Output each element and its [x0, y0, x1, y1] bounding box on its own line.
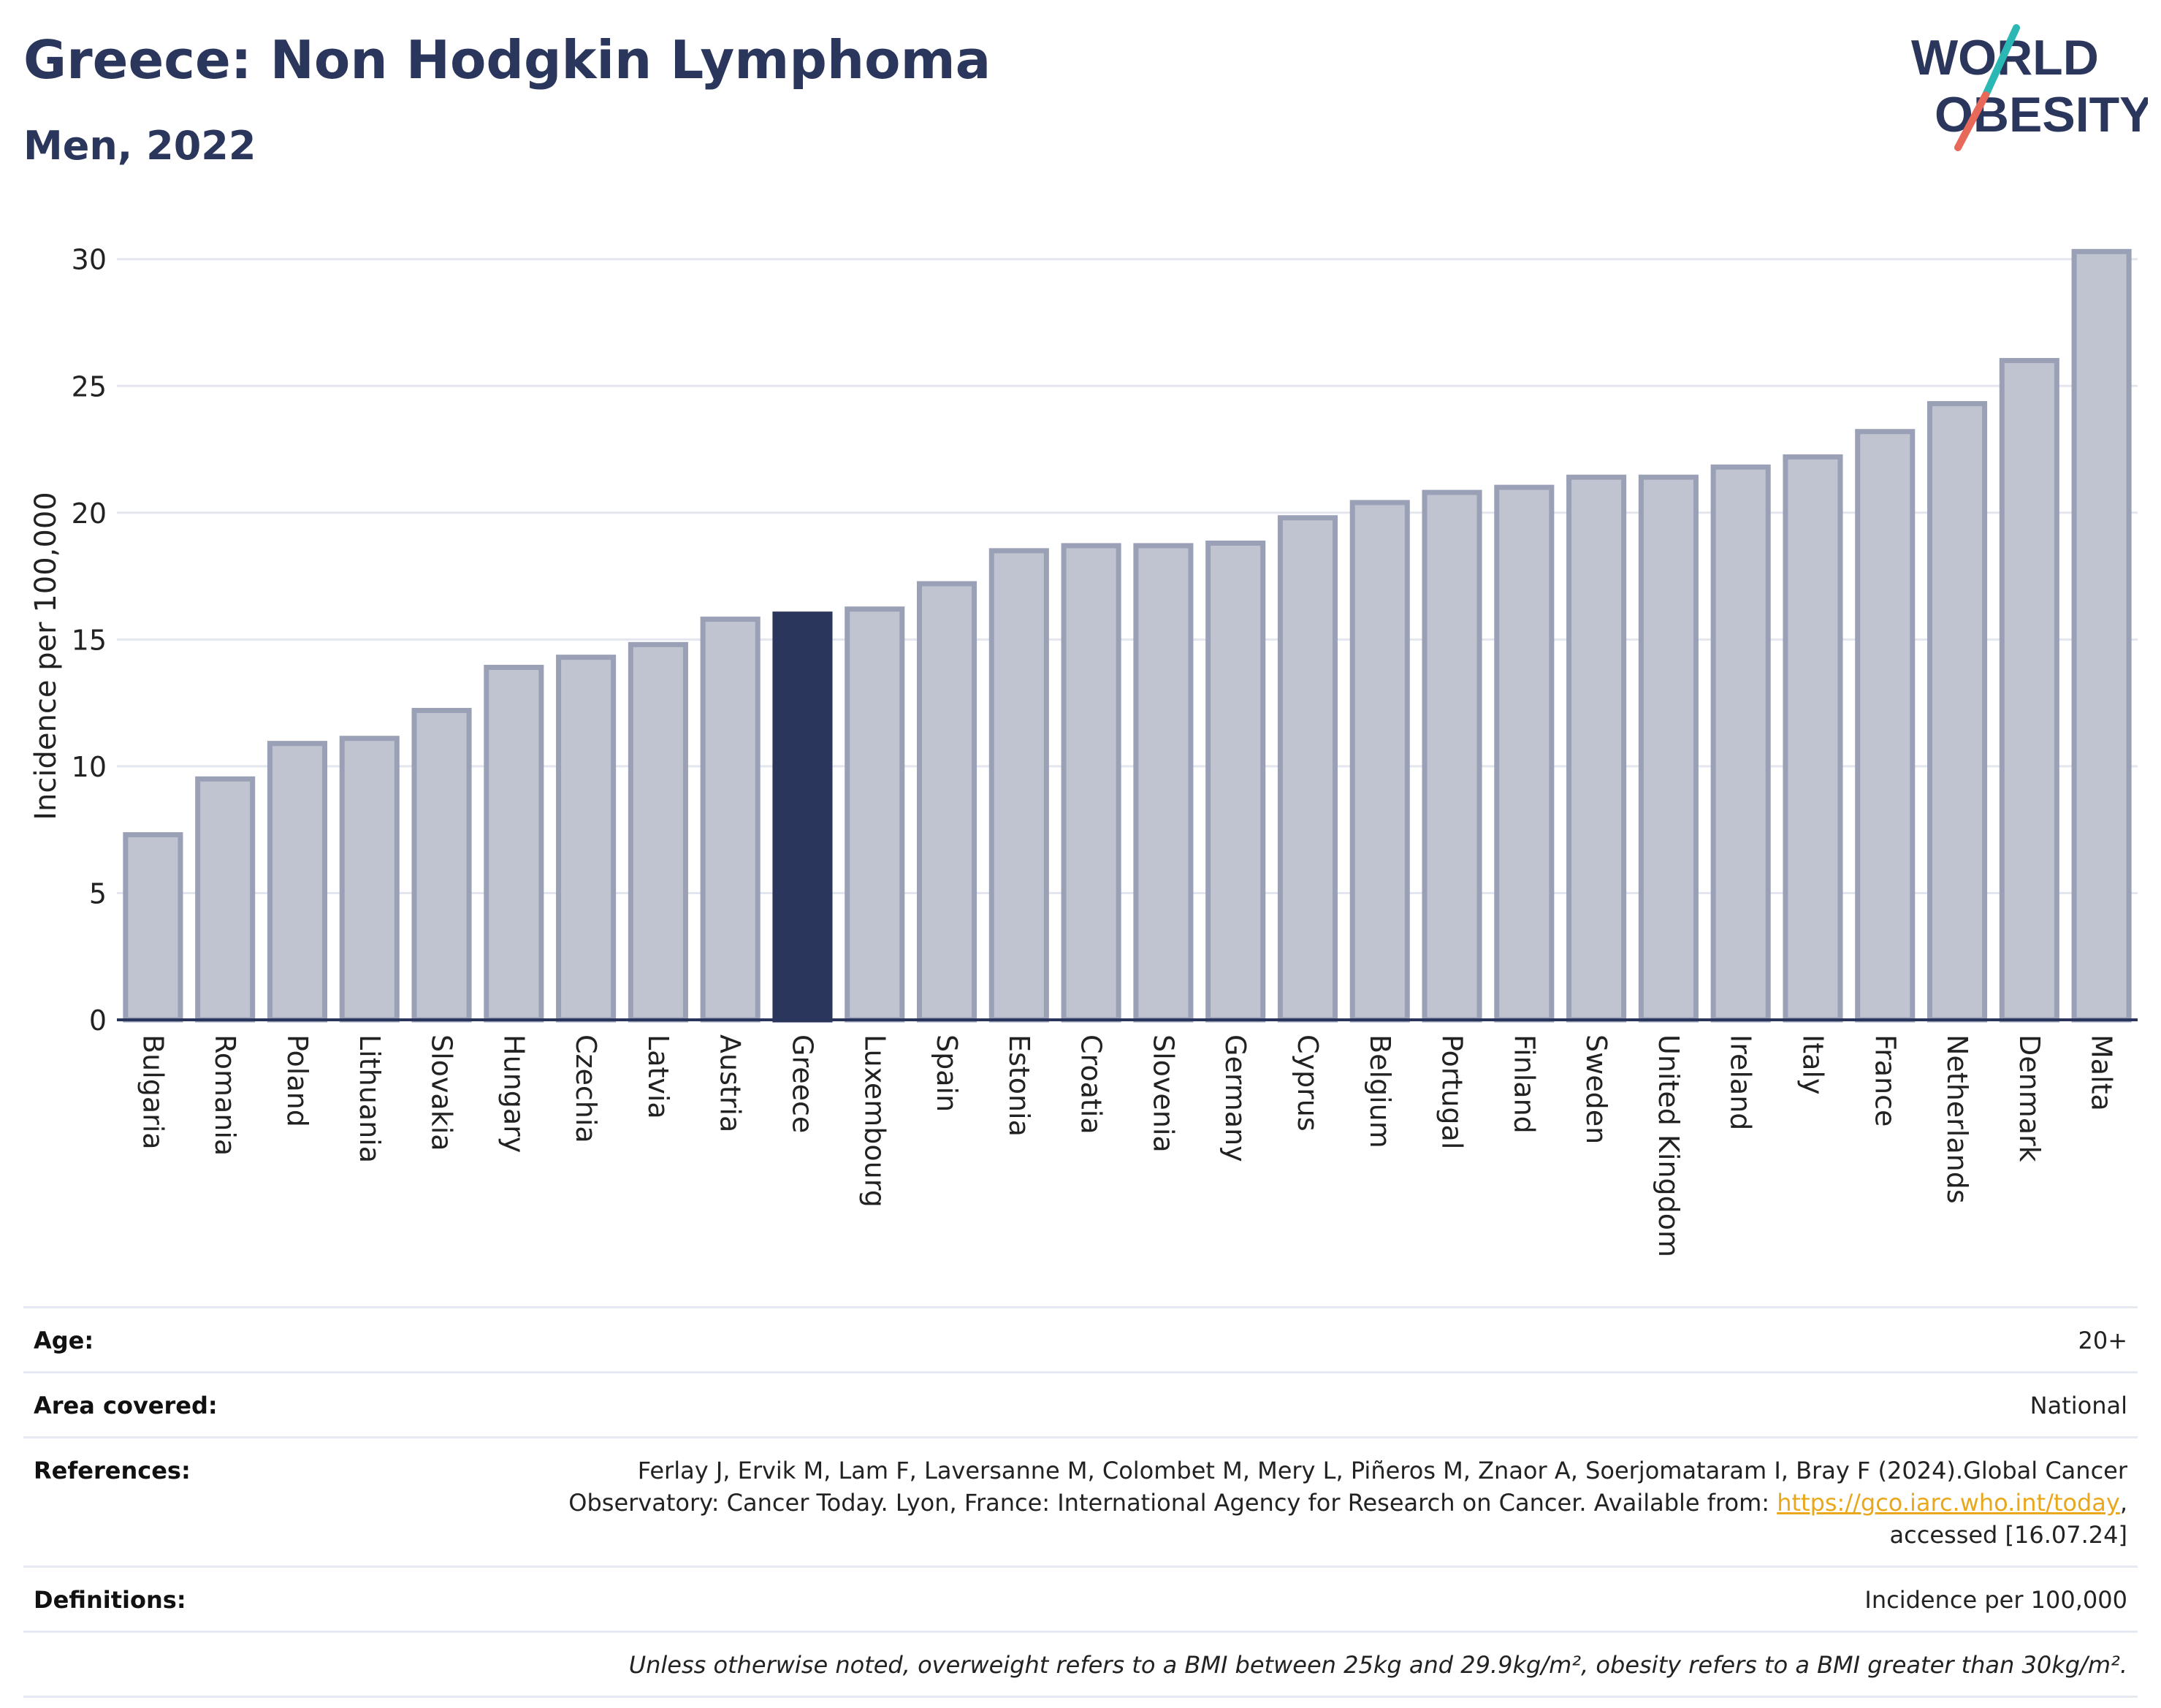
definitions-value: Incidence per 100,000 — [1864, 1586, 2127, 1614]
x-tick-label: Denmark — [2013, 1034, 2046, 1162]
page-subtitle: Men, 2022 — [23, 123, 256, 169]
age-label: Age: — [34, 1327, 94, 1354]
x-tick-label: Slovakia — [426, 1034, 458, 1151]
bar-netherlands — [1926, 401, 1988, 1023]
bar-croatia — [1061, 543, 1121, 1023]
x-tick-label: Ireland — [1725, 1034, 1757, 1130]
bar-france — [1855, 429, 1916, 1023]
x-tick-label: France — [1869, 1034, 1901, 1126]
axes: 0 5 10 15 20 25 30 Bulgaria Romania Poland Lithuan… — [72, 244, 2138, 1257]
bar-finland — [1494, 484, 1555, 1023]
metadata-table: Age: 20+ Area covered: National Referenc… — [23, 1306, 2138, 1698]
bar-slovakia — [411, 708, 472, 1023]
meta-row-references: References: Ferlay J, Ervik M, Lam F, La… — [23, 1436, 2138, 1566]
x-tick-label: Spain — [931, 1034, 963, 1112]
meta-row-definitions: Definitions: Incidence per 100,000 — [23, 1566, 2138, 1631]
x-tick-label: Greece — [786, 1034, 818, 1133]
page-title: Greece: Non Hodgkin Lymphoma — [23, 29, 991, 91]
x-tick-label: Austria — [714, 1034, 747, 1132]
x-tick-label: Croatia — [1075, 1034, 1108, 1135]
references-line2-post: , — [2119, 1489, 2127, 1517]
x-tick-label: Hungary — [498, 1034, 530, 1153]
bar-poland — [267, 741, 328, 1023]
bar-romania — [195, 776, 256, 1023]
bar-chart: 0 5 10 15 20 25 30 Bulgaria Romania Poland Lithuan… — [29, 244, 2138, 1257]
x-tick-label: Portugal — [1436, 1034, 1468, 1149]
references-value: Ferlay J, Ervik M, Lam F, Laversanne M, … — [568, 1455, 2127, 1551]
x-tick-label: Finland — [1508, 1034, 1540, 1134]
y-tick-label: 0 — [89, 1004, 107, 1037]
y-axis-label: Incidence per 100,000 — [29, 492, 63, 820]
x-tick-label: Belgium — [1364, 1034, 1396, 1148]
x-tick-label: Malta — [2086, 1034, 2118, 1111]
meta-row-area: Area covered: National — [23, 1371, 2138, 1436]
x-tick-label: Luxembourg — [858, 1034, 891, 1208]
bmi-note: Unless otherwise noted, overweight refer… — [628, 1651, 2127, 1679]
x-tick-label: Romania — [209, 1034, 241, 1156]
bar-austria — [700, 617, 761, 1023]
references-link[interactable]: https://gco.iarc.who.int/today — [1777, 1489, 2120, 1517]
bar-bulgaria — [123, 832, 183, 1023]
x-tick-label: Sweden — [1580, 1034, 1612, 1144]
bar-hungary — [484, 665, 544, 1023]
x-tick-label: Germany — [1219, 1034, 1251, 1162]
y-tick-label: 20 — [72, 497, 107, 530]
bar-sweden — [1566, 474, 1627, 1023]
meta-row-note: Unless otherwise noted, overweight refer… — [23, 1631, 2138, 1698]
x-tick-label: Italy — [1796, 1034, 1829, 1094]
world-obesity-logo: WORLD OBESITY — [1911, 24, 2148, 151]
y-tick-label: 15 — [72, 624, 107, 656]
logo-slash-red — [1954, 91, 1989, 151]
bars — [123, 248, 2132, 1023]
area-value: National — [2029, 1392, 2127, 1419]
x-tick-label: Netherlands — [1941, 1034, 1973, 1204]
x-tick-label: Slovenia — [1147, 1034, 1179, 1153]
y-tick-label: 10 — [72, 751, 107, 783]
bar-united-kingdom — [1638, 474, 1699, 1023]
logo-line2: OBESITY — [1935, 87, 2148, 142]
bar-belgium — [1349, 500, 1410, 1023]
x-tick-label: Latvia — [642, 1034, 674, 1119]
bar-malta — [2071, 248, 2132, 1023]
bar-ireland — [1710, 464, 1771, 1023]
x-tick-label: Poland — [281, 1034, 313, 1127]
x-tick-label: Cyprus — [1292, 1034, 1324, 1132]
references-line1: Ferlay J, Ervik M, Lam F, Laversanne M, … — [637, 1457, 2127, 1484]
y-tick-label: 5 — [89, 877, 107, 910]
bar-lithuania — [339, 736, 400, 1023]
bar-estonia — [988, 548, 1049, 1023]
bar-slovenia — [1133, 543, 1194, 1023]
x-tick-label: Czechia — [570, 1034, 602, 1143]
bar-czechia — [556, 655, 617, 1023]
bar-greece — [772, 611, 833, 1023]
definitions-label: Definitions: — [34, 1586, 186, 1614]
bar-germany — [1205, 540, 1266, 1023]
y-tick-label: 30 — [72, 244, 107, 276]
references-line3: accessed [16.07.24] — [1889, 1521, 2127, 1549]
meta-row-age: Age: 20+ — [23, 1306, 2138, 1371]
bar-luxembourg — [845, 606, 905, 1023]
bar-cyprus — [1277, 515, 1338, 1023]
bar-portugal — [1422, 489, 1482, 1023]
bar-latvia — [628, 641, 688, 1023]
logo-slash-teal — [1982, 24, 2020, 99]
age-value: 20+ — [2078, 1327, 2127, 1354]
y-tick-label: 25 — [72, 370, 107, 403]
x-tick-label: United Kingdom — [1653, 1034, 1685, 1257]
x-tick-label: Estonia — [1003, 1034, 1035, 1137]
bar-spain — [916, 581, 977, 1023]
references-label: References: — [34, 1457, 191, 1484]
area-label: Area covered: — [34, 1392, 218, 1419]
references-line2: Observatory: Cancer Today. Lyon, France:… — [568, 1489, 1777, 1517]
x-tick-label: Bulgaria — [137, 1034, 169, 1150]
x-tick-label: Lithuania — [354, 1034, 386, 1163]
bar-denmark — [1999, 358, 2059, 1023]
bar-italy — [1783, 454, 1843, 1023]
